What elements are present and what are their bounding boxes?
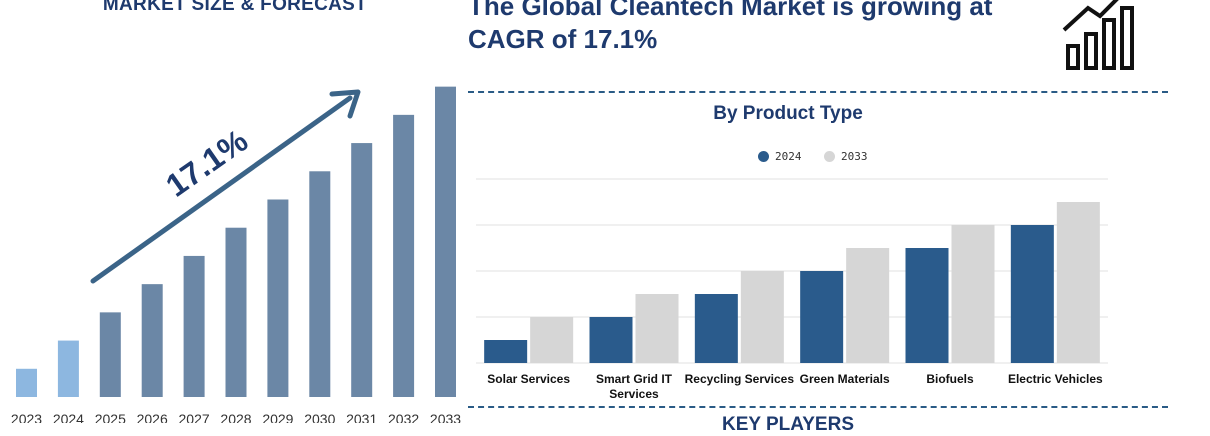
market-size-title: MARKET SIZE & FORECAST [102, 0, 368, 15]
growth-arrow [90, 89, 361, 284]
product-bar-2024-4 [800, 271, 844, 363]
forecast-bar-2033 [435, 86, 456, 398]
legend-2033-label: 2033 [841, 150, 868, 163]
product-bar-2033-2 [635, 294, 679, 363]
product-bar-2024-3 [694, 294, 738, 363]
section-divider-top [468, 91, 1168, 93]
forecast-bar-2029 [267, 199, 289, 397]
category-label-1: Solar Services [487, 372, 570, 386]
legend-2024-swatch [758, 151, 769, 162]
headline: The Global Cleantech Market is growing a… [468, 0, 992, 56]
legend-2024-label: 2024 [775, 150, 802, 163]
year-label-2024: 2024 [53, 411, 84, 423]
forecast-bar-2030 [309, 171, 331, 397]
forecast-bar-2023 [16, 368, 37, 397]
category-label-6: Electric Vehicles [1008, 372, 1103, 386]
forecast-bar-2027 [183, 255, 205, 397]
forecast-bar-2032 [393, 114, 415, 397]
forecast-bar-2026 [141, 284, 163, 397]
year-label-2029: 2029 [262, 411, 293, 423]
year-label-2023: 2023 [11, 411, 42, 423]
year-label-2027: 2027 [179, 411, 210, 423]
category-label-2: Smart Grid IT Services [596, 372, 673, 401]
category-label-3: Recycling Services [685, 372, 795, 386]
year-label-2026: 2026 [137, 411, 168, 423]
year-label-2033: 2033 [430, 411, 461, 423]
forecast-bar-2024 [57, 340, 79, 397]
category-label-4: Green Materials [800, 372, 890, 386]
product-bar-2033-3 [740, 271, 784, 363]
legend-2033-swatch [824, 151, 835, 162]
product-bar-2033-4 [846, 248, 890, 363]
product-bar-2033-5 [951, 225, 995, 363]
year-label-2032: 2032 [388, 411, 419, 423]
market-size-chart: 2023 2024 2025 2026 2027 2028 2029 2030 2031 2032… [11, 86, 461, 423]
product-bar-2024-6 [1010, 225, 1054, 363]
product-bar-2033-6 [1056, 202, 1100, 363]
product-bar-2024-1 [484, 340, 528, 363]
legend-2024: 2024 [758, 150, 802, 163]
product-type-chart: Solar Services Smart Grid IT Services Recyc… [476, 178, 1108, 401]
year-label-2031: 2031 [346, 411, 377, 423]
legend-2033: 2033 [824, 150, 868, 163]
headline-line-2: CAGR of 17.1% [468, 24, 658, 54]
section-divider-bottom [468, 406, 1168, 408]
year-label-2028: 2028 [220, 411, 251, 423]
forecast-bar-2031 [351, 143, 373, 397]
category-label-5: Biofuels [926, 372, 974, 386]
forecast-bar-2028 [225, 227, 247, 397]
bar-chart-trend-icon [1062, 0, 1134, 70]
key-players-title: KEY PLAYERS [722, 414, 854, 435]
product-bar-2033-1 [530, 317, 574, 363]
product-bar-2024-5 [905, 248, 949, 363]
product-type-title: By Product Type [713, 103, 863, 124]
cagr-annotation: 17.1% [159, 122, 254, 204]
headline-line-1: The Global Cleantech Market is growing a… [468, 0, 993, 21]
product-bar-2024-2 [589, 317, 633, 363]
year-label-2025: 2025 [95, 411, 126, 423]
forecast-bar-2025 [99, 312, 121, 397]
year-label-2030: 2030 [304, 411, 335, 423]
